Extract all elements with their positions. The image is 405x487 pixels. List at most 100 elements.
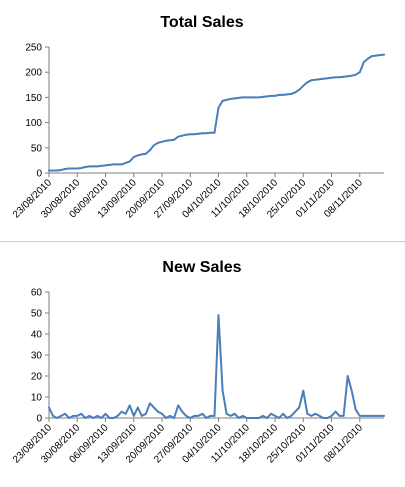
data-point bbox=[140, 415, 143, 417]
data-point bbox=[116, 415, 119, 417]
series-line bbox=[48, 53, 385, 172]
data-point bbox=[201, 132, 204, 135]
data-point bbox=[221, 100, 224, 102]
data-point bbox=[68, 167, 71, 170]
data-point bbox=[56, 417, 58, 419]
data-point bbox=[165, 417, 167, 419]
y-tick-label: 20 bbox=[31, 372, 43, 383]
data-point bbox=[112, 163, 115, 166]
data-point bbox=[124, 412, 127, 415]
data-point bbox=[338, 415, 341, 417]
y-tick-label: 30 bbox=[31, 351, 43, 362]
data-point bbox=[290, 92, 293, 95]
data-point bbox=[314, 412, 317, 415]
data-point bbox=[354, 408, 357, 411]
data-point bbox=[334, 76, 337, 79]
data-point bbox=[149, 402, 151, 405]
data-point bbox=[157, 410, 159, 413]
data-point bbox=[314, 78, 317, 81]
data-point bbox=[282, 412, 284, 415]
data-point bbox=[209, 415, 212, 417]
data-point bbox=[197, 132, 200, 135]
data-point bbox=[64, 168, 67, 170]
data-point bbox=[342, 415, 345, 417]
data-point bbox=[253, 96, 256, 99]
data-point bbox=[177, 404, 180, 407]
data-point bbox=[157, 141, 159, 144]
data-point bbox=[330, 76, 333, 79]
data-point bbox=[217, 106, 220, 109]
data-point bbox=[201, 412, 204, 415]
data-point bbox=[233, 97, 236, 100]
data-point bbox=[68, 417, 71, 419]
data-point bbox=[278, 417, 280, 419]
data-point bbox=[128, 160, 131, 163]
data-point bbox=[245, 417, 248, 419]
data-point bbox=[88, 165, 91, 168]
data-point bbox=[52, 169, 54, 172]
data-point bbox=[270, 412, 272, 415]
data-point bbox=[370, 55, 373, 57]
data-point bbox=[342, 75, 345, 78]
data-point bbox=[177, 135, 180, 138]
data-point bbox=[144, 152, 147, 155]
y-tick-label: 250 bbox=[25, 43, 42, 54]
data-point bbox=[375, 54, 377, 57]
data-point bbox=[278, 93, 280, 96]
data-point bbox=[241, 415, 244, 417]
data-point bbox=[205, 417, 208, 419]
data-point bbox=[375, 415, 377, 417]
data-point bbox=[197, 415, 200, 417]
data-point bbox=[245, 96, 248, 99]
data-point bbox=[80, 412, 83, 415]
data-point bbox=[286, 93, 289, 96]
data-point bbox=[366, 57, 369, 60]
data-point bbox=[185, 133, 188, 136]
series-line bbox=[48, 314, 385, 419]
y-tick-label: 100 bbox=[25, 118, 42, 129]
data-point bbox=[358, 415, 361, 417]
data-point bbox=[346, 375, 349, 377]
data-point bbox=[229, 415, 232, 417]
data-point bbox=[249, 417, 252, 419]
data-point bbox=[262, 415, 264, 417]
data-point bbox=[124, 162, 127, 164]
data-point bbox=[253, 417, 256, 419]
data-point bbox=[132, 155, 135, 158]
data-point bbox=[136, 406, 139, 409]
data-point bbox=[120, 410, 123, 413]
data-point bbox=[290, 415, 293, 417]
data-point bbox=[72, 415, 75, 417]
data-point bbox=[128, 404, 131, 407]
data-point bbox=[379, 54, 381, 56]
data-point bbox=[237, 417, 240, 419]
data-point bbox=[370, 415, 373, 417]
data-point bbox=[193, 133, 196, 136]
data-point bbox=[185, 415, 188, 417]
data-point bbox=[362, 61, 365, 64]
data-point bbox=[266, 95, 268, 98]
data-point bbox=[116, 163, 119, 166]
y-tick-label: 40 bbox=[31, 330, 43, 341]
data-point bbox=[213, 131, 216, 134]
y-tick-label: 200 bbox=[25, 68, 42, 79]
data-point bbox=[318, 415, 321, 417]
data-point bbox=[334, 410, 337, 413]
y-tick-label: 50 bbox=[31, 309, 43, 320]
data-point bbox=[270, 94, 272, 97]
data-point bbox=[306, 412, 309, 415]
data-point bbox=[169, 415, 171, 417]
data-point bbox=[262, 95, 264, 98]
data-point bbox=[383, 415, 385, 417]
data-point bbox=[221, 389, 224, 392]
data-point bbox=[225, 99, 228, 101]
data-point bbox=[173, 138, 176, 141]
data-point bbox=[213, 415, 216, 417]
data-point bbox=[350, 389, 353, 392]
data-point bbox=[132, 415, 135, 417]
data-point bbox=[233, 412, 236, 415]
data-point bbox=[108, 417, 111, 419]
data-point bbox=[149, 149, 151, 152]
data-point bbox=[310, 415, 313, 417]
data-point bbox=[72, 167, 75, 170]
